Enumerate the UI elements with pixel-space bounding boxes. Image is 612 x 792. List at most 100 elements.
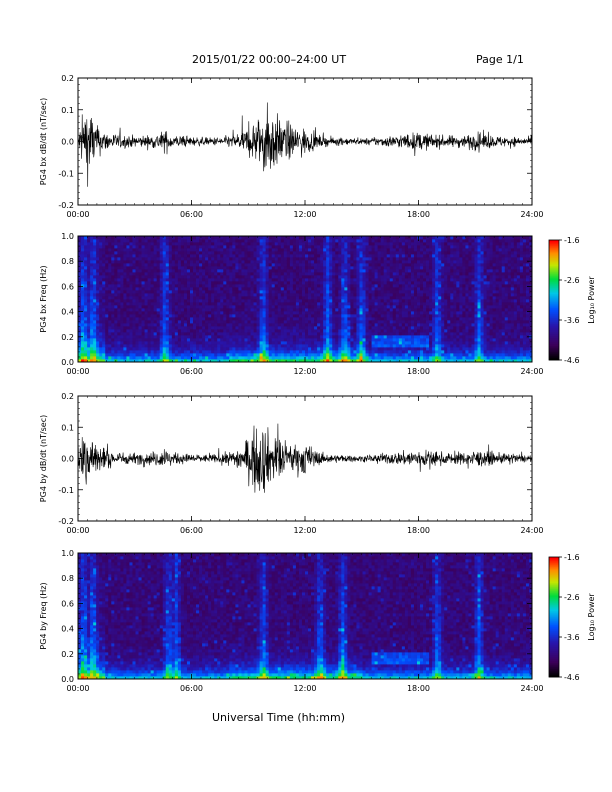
spectrogram-cell: [326, 284, 330, 288]
spectrogram-cell: [226, 344, 230, 348]
spectrogram-cell: [298, 359, 303, 363]
spectrogram-cell: [277, 302, 282, 306]
spectrogram-cell: [177, 248, 182, 252]
spectrogram-cell: [420, 356, 424, 360]
spectrogram-cell: [323, 317, 327, 321]
spectrogram-cell: [289, 317, 294, 321]
spectrogram-cell: [238, 338, 242, 342]
spectrogram-cell: [81, 299, 85, 303]
spectrogram-cell: [223, 281, 227, 285]
spectrogram-cell: [223, 245, 227, 249]
spectrogram-cell: [93, 269, 97, 273]
spectrogram-cell: [226, 314, 230, 318]
spectrogram-cell: [232, 344, 236, 348]
spectrogram-cell: [395, 353, 400, 357]
spectrogram-cell: [323, 257, 327, 261]
spectrogram-cell: [81, 287, 85, 291]
spectrogram-cell: [389, 338, 394, 342]
spectrogram-cell: [301, 344, 306, 348]
spectrogram-cell: [183, 326, 188, 330]
spectrogram-cell: [407, 293, 412, 297]
spectrogram-cell: [105, 239, 109, 243]
spectrogram-cell: [153, 338, 158, 342]
spectrogram-cell: [365, 341, 369, 345]
spectrogram-cell: [374, 356, 379, 360]
spectrogram-cell: [320, 266, 324, 270]
spectrogram-cell: [156, 314, 161, 318]
spectrogram-cell: [256, 347, 260, 351]
spectrogram-cell: [341, 290, 345, 294]
spectrogram-cell: [262, 254, 267, 258]
spectrogram-cell: [374, 317, 379, 321]
spectrogram-cell: [404, 245, 409, 249]
spectrogram-cell: [320, 341, 324, 345]
spectrogram-cell: [153, 320, 158, 324]
spectrogram-cell: [404, 257, 409, 261]
spectrogram-cell: [123, 284, 127, 288]
spectrogram-cell: [235, 302, 239, 306]
spectrogram-cell: [129, 272, 133, 276]
spectrogram-cell: [341, 353, 345, 357]
spectrogram-cell: [350, 266, 354, 270]
spectrogram-cell: [274, 317, 279, 321]
spectrogram-cell: [123, 332, 127, 336]
spectrogram-cell: [250, 302, 254, 306]
spectrogram-cell: [377, 251, 382, 255]
spectrogram-cell: [162, 350, 167, 354]
spectrogram-cell: [301, 278, 306, 282]
spectrogram-cell: [289, 350, 294, 354]
spectrogram-cell: [335, 263, 339, 267]
spectrogram-cell: [205, 275, 209, 279]
spectrogram-cell: [317, 239, 321, 243]
spectrogram-cell: [244, 329, 248, 333]
spectrogram-cell: [420, 308, 424, 312]
spectrogram-cell: [392, 248, 397, 252]
spectrogram-cell: [271, 299, 276, 303]
spectrogram-cell: [138, 287, 142, 291]
spectrogram-cell: [347, 290, 351, 294]
spectrogram-cell: [392, 338, 397, 342]
spectrogram-cell: [386, 266, 391, 270]
spectrogram-cell: [268, 296, 273, 300]
spectrogram-cell: [217, 356, 221, 360]
spectrogram-cell: [129, 341, 133, 345]
spectrogram-cell: [102, 275, 106, 279]
spectrogram-cell: [193, 311, 197, 315]
spectrogram-cell: [356, 254, 360, 258]
spectrogram-cell: [117, 239, 121, 243]
spectrogram-cell: [362, 302, 366, 306]
spectrogram-cell: [147, 242, 152, 246]
spectrogram-cell: [205, 308, 209, 312]
spectrogram-cell: [90, 254, 94, 258]
spectrogram-cell: [362, 335, 366, 339]
spectrogram-cell: [271, 251, 276, 255]
spectrogram-cell: [253, 353, 257, 357]
spectrogram-cell: [317, 353, 321, 357]
spectrogram-cell: [338, 344, 342, 348]
spectrogram-cell: [298, 311, 303, 315]
spectrogram-cell: [389, 359, 394, 363]
spectrogram-cell: [208, 347, 212, 351]
spectrogram-cell: [235, 245, 239, 249]
spectrogram-cell: [105, 260, 109, 264]
spectrogram-cell: [177, 332, 182, 336]
spectrogram-cell: [295, 251, 300, 255]
spectrogram-cell: [99, 236, 103, 240]
spectrogram-cell: [401, 332, 406, 336]
spectrogram-cell: [392, 251, 397, 255]
spectrogram-cell: [383, 293, 388, 297]
spectrogram-cell: [241, 356, 245, 360]
spectrogram-cell: [111, 347, 115, 351]
spectrogram-cell: [189, 338, 194, 342]
spectrogram-cell: [262, 311, 267, 315]
spectrogram-cell: [114, 242, 118, 246]
spectrogram-cell: [413, 320, 418, 324]
spectrogram-cell: [208, 248, 212, 252]
spectrogram-cell: [377, 236, 382, 240]
spectrogram-cell: [165, 272, 170, 276]
spectrogram-cell: [235, 296, 239, 300]
spectrogram-cell: [229, 272, 233, 276]
spectrogram-cell: [111, 272, 115, 276]
spectrogram-cell: [105, 254, 109, 258]
spectrogram-cell: [371, 281, 376, 285]
